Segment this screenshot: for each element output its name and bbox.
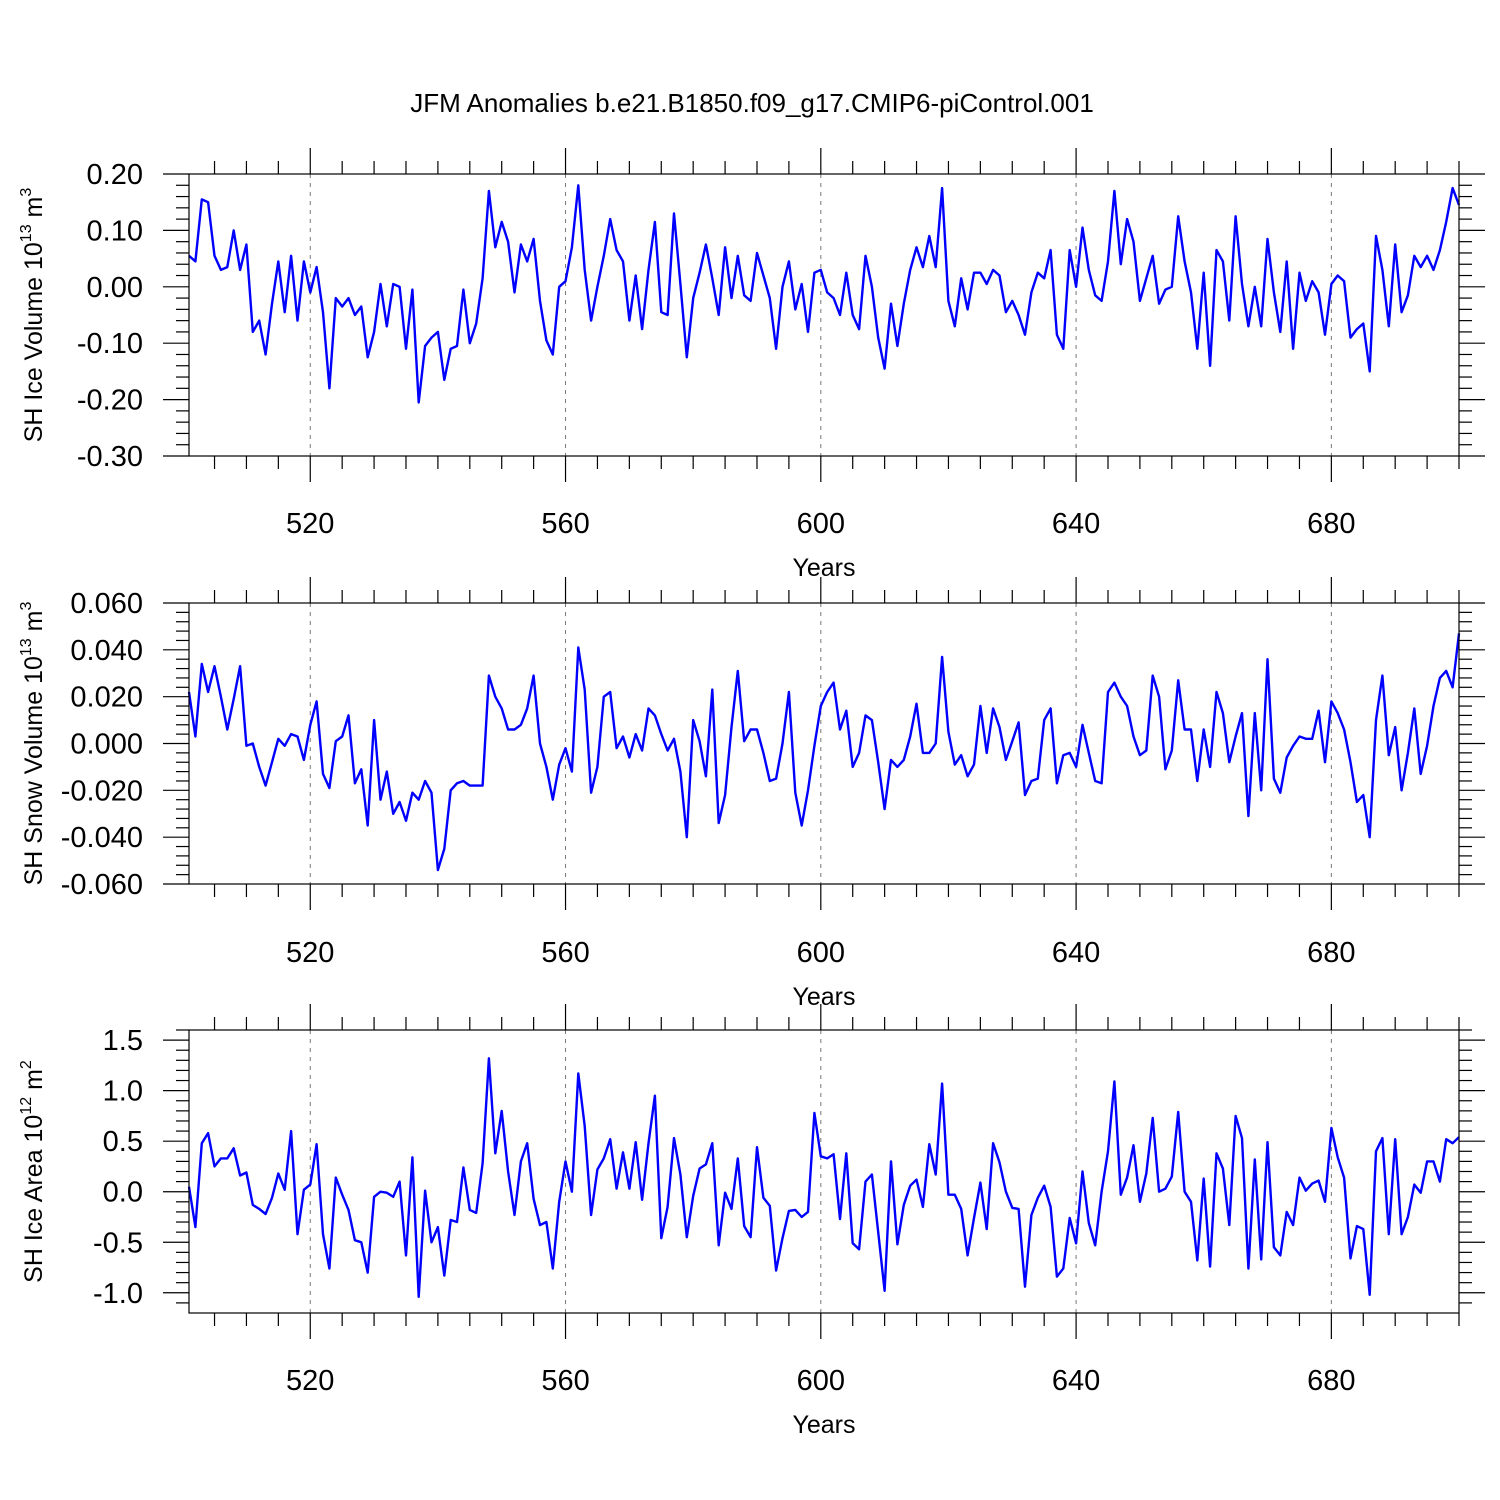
y-tick-label: -0.040 [61,822,143,854]
x-tick-label: 520 [286,1365,334,1397]
y-tick-label: 0.060 [70,588,143,620]
y-tick-label: 0.5 [103,1126,143,1158]
x-axis-label: Years [792,1411,855,1439]
y-tick-label: 0.000 [70,729,143,761]
y-axis-label-text: SH Snow Volume 10 [20,656,48,885]
x-tick-label: 560 [541,937,589,969]
y-axis-label-unit: m [20,611,48,639]
x-tick-label: 600 [797,508,845,540]
y-tick-label: 0.20 [87,159,143,191]
x-tick-label: 680 [1307,1365,1355,1397]
x-tick-label: 600 [797,1365,845,1397]
y-axis-label-unit: m [20,1069,48,1097]
x-axis-label: Years [792,554,855,582]
y-axis-label: SH Ice Area 1012 m2 [18,1060,48,1283]
y-axis-label: SH Ice Volume 1013 m3 [18,188,48,443]
y-tick-label: -0.060 [61,869,143,901]
y-tick-label: -0.5 [93,1227,143,1259]
y-axis-label-text: SH Ice Volume 10 [20,242,48,442]
y-axis-label-text: SH Ice Area 10 [20,1115,48,1283]
chart-panel-2: -0.060 -0.040 -0.020 0.000 0.020 0.040 0.060 52… [18,577,1485,1011]
y-tick-label: 0.0 [103,1177,143,1209]
chart-panel-1: -0.30 -0.20 -0.10 0.00 0.10 0.20 520 560 600 640 6… [18,148,1485,582]
series-line-1 [188,184,1461,404]
x-axis-label: Years [792,983,855,1011]
y-axis-label-unit-exponent: 2 [18,1060,35,1069]
y-axis-label-exponent: 13 [18,638,35,656]
y-tick-label: -0.30 [77,441,143,473]
plot-frame [188,173,1460,457]
x-tick-label: 520 [286,508,334,540]
y-tick-label: -0.020 [61,775,143,807]
y-tick-label: -1.0 [93,1278,143,1310]
x-tick-label: 640 [1052,937,1100,969]
x-tick-label: 680 [1307,937,1355,969]
y-axis-label-exponent: 13 [18,224,35,242]
y-tick-label: 1.5 [103,1025,143,1057]
x-tick-label: 680 [1307,508,1355,540]
y-tick-label: 0.020 [70,682,143,714]
y-axis-label-unit-exponent: 3 [18,188,35,197]
x-tick-label: 560 [541,1365,589,1397]
y-tick-label: 0.00 [87,272,143,304]
x-tick-label: 640 [1052,1365,1100,1397]
x-tick-label: 600 [797,937,845,969]
x-tick-label: 520 [286,937,334,969]
plot-frame [188,1029,1460,1314]
y-axis-label-unit-exponent: 3 [18,602,35,611]
y-tick-label: -0.20 [77,385,143,417]
y-tick-label: 1.0 [103,1076,143,1108]
chart-panel-3: -1.0 -0.5 0.0 0.5 1.0 1.5 520 560 600 640 680 Years… [18,1004,1485,1439]
x-tick-label: 560 [541,508,589,540]
plot-frame [188,602,1460,885]
y-axis-label-unit: m [20,197,48,225]
figure-title: JFM Anomalies b.e21.B1850.f09_g17.CMIP6-… [410,88,1094,118]
x-tick-label: 640 [1052,508,1100,540]
y-axis-label-exponent: 12 [18,1097,35,1115]
y-tick-label: 0.10 [87,215,143,247]
series-line-3 [187,1057,1460,1299]
y-tick-label: 0.040 [70,635,143,667]
series-line-2 [187,633,1461,872]
y-tick-label: -0.10 [77,328,143,360]
y-axis-label: SH Snow Volume 1013 m3 [18,602,48,886]
